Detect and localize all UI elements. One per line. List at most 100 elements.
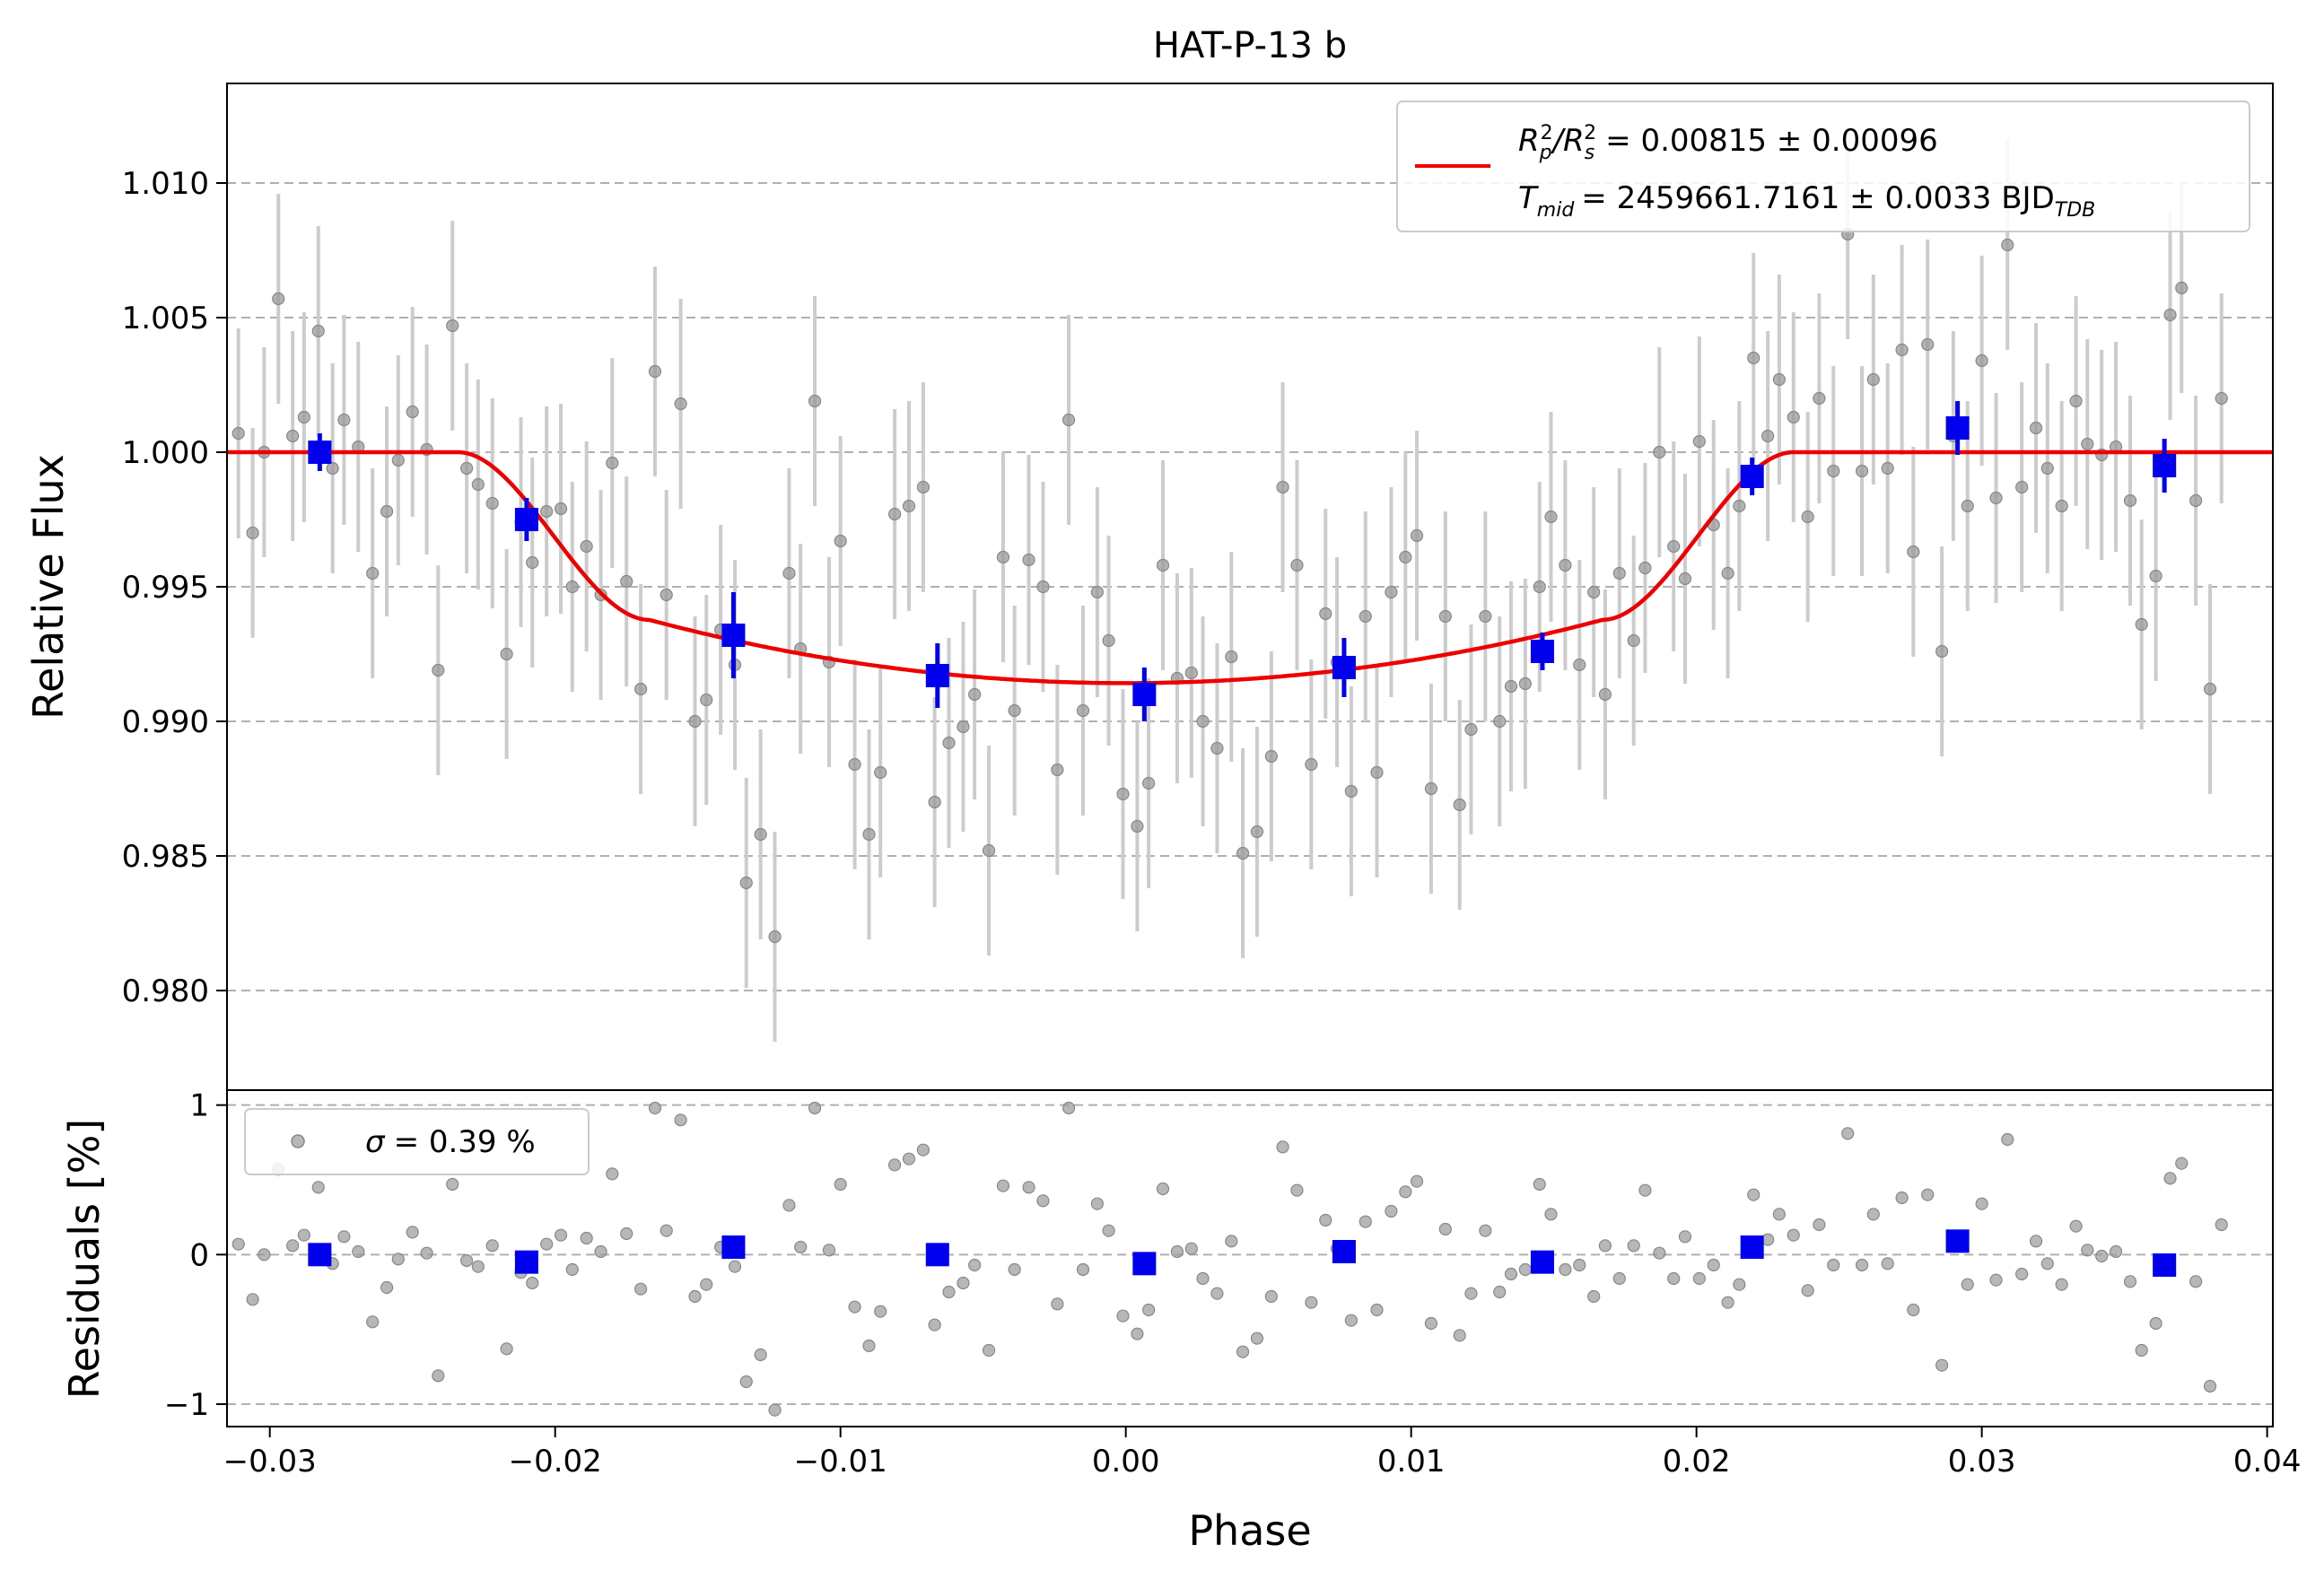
flux-raw-point bbox=[1184, 666, 1198, 680]
flux-raw-point bbox=[1464, 722, 1478, 737]
flux-y-tick-label: 0.985 bbox=[122, 839, 209, 875]
flux-raw-point bbox=[1131, 819, 1144, 834]
legend-rp-symbol: R bbox=[1518, 123, 1540, 159]
flux-raw-point bbox=[1479, 609, 1492, 624]
residuals-legend-box bbox=[244, 1108, 590, 1175]
residuals-raw-point bbox=[1370, 1303, 1384, 1317]
flux-raw-point bbox=[1747, 351, 1760, 365]
flux-raw-point bbox=[1264, 749, 1278, 764]
residuals-binned-point bbox=[1945, 1229, 1970, 1253]
flux-raw-point bbox=[2069, 394, 2083, 408]
residuals-raw-point bbox=[1559, 1262, 1572, 1277]
flux-y-tick-label: 0.990 bbox=[122, 704, 209, 740]
flux-binned-point bbox=[1740, 465, 1764, 488]
flux-raw-point bbox=[1787, 410, 1800, 424]
residuals-raw-point bbox=[1225, 1235, 1238, 1248]
chart-title: HAT-P-13 b bbox=[1153, 25, 1347, 66]
flux-raw-point bbox=[1975, 354, 1988, 368]
flux-raw-point bbox=[1453, 798, 1466, 812]
flux-y-tick-label: 0.980 bbox=[122, 973, 209, 1009]
flux-raw-point bbox=[1424, 781, 1438, 796]
residuals-raw-point bbox=[1424, 1316, 1438, 1331]
legend-t-symbol: T bbox=[1518, 180, 1539, 216]
residuals-raw-point bbox=[848, 1300, 861, 1314]
residuals-raw-point bbox=[2069, 1219, 2083, 1233]
flux-raw-point bbox=[406, 405, 419, 419]
residuals-raw-point bbox=[297, 1228, 310, 1242]
residuals-raw-point bbox=[446, 1177, 459, 1192]
residuals-raw-point bbox=[834, 1177, 847, 1192]
residuals-raw-point bbox=[1733, 1278, 1746, 1291]
flux-raw-point bbox=[1653, 445, 1666, 459]
flux-raw-point bbox=[700, 693, 713, 707]
x-axis-label: Phase bbox=[1188, 1506, 1311, 1555]
flux-raw-point bbox=[1142, 776, 1156, 790]
residuals-raw-point bbox=[808, 1101, 822, 1115]
residuals-raw-point bbox=[1290, 1183, 1304, 1197]
residuals-raw-point bbox=[2135, 1343, 2148, 1357]
residuals-raw-point bbox=[1866, 1208, 1880, 1221]
residuals-binned-point bbox=[308, 1243, 332, 1267]
residuals-binned-point bbox=[925, 1243, 949, 1267]
x-tick-label: 0.01 bbox=[1377, 1444, 1446, 1480]
flux-ylabel: Relative Flux bbox=[24, 454, 73, 720]
residuals-raw-point bbox=[337, 1230, 351, 1244]
residuals-raw-point bbox=[554, 1228, 568, 1242]
flux-raw-point bbox=[754, 827, 767, 842]
residuals-raw-point bbox=[1142, 1303, 1156, 1317]
residuals-raw-point bbox=[2149, 1316, 2162, 1331]
flux-raw-point bbox=[1305, 757, 1318, 772]
flux-raw-point bbox=[633, 682, 648, 696]
flux-raw-point bbox=[1276, 480, 1289, 494]
residuals-raw-point bbox=[1961, 1278, 1974, 1291]
sigma-symbol: σ bbox=[365, 1124, 386, 1160]
residuals-binned-point bbox=[721, 1235, 746, 1259]
flux-raw-point bbox=[996, 550, 1010, 564]
flux-raw-point bbox=[1090, 585, 1104, 599]
residuals-raw-point bbox=[1678, 1230, 1692, 1244]
residuals-raw-point bbox=[526, 1276, 539, 1290]
flux-raw-point bbox=[1438, 609, 1452, 624]
flux-raw-point bbox=[1076, 703, 1090, 718]
residuals-raw-point bbox=[794, 1240, 808, 1254]
flux-raw-point bbox=[2215, 391, 2228, 406]
flux-raw-point bbox=[1573, 658, 1586, 672]
flux-raw-point bbox=[2123, 493, 2137, 508]
residuals-y-tick-label: 1 bbox=[189, 1088, 209, 1124]
residuals-raw-point bbox=[2029, 1235, 2043, 1248]
residuals-raw-point bbox=[2001, 1132, 2014, 1147]
flux-raw-point bbox=[565, 580, 579, 594]
flux-raw-point bbox=[1493, 714, 1507, 729]
residuals-raw-point bbox=[648, 1101, 662, 1115]
residuals-gridlines bbox=[227, 1104, 2273, 1405]
flux-raw-point bbox=[1385, 585, 1398, 599]
legend-rp-sup: 2 bbox=[1541, 122, 1553, 144]
flux-raw-point bbox=[2001, 238, 2014, 252]
residuals-raw-point bbox=[1410, 1174, 1424, 1188]
residuals-raw-point bbox=[700, 1278, 713, 1291]
flux-raw-point bbox=[1627, 633, 1640, 648]
residuals-raw-point bbox=[580, 1231, 593, 1245]
flux-raw-point bbox=[606, 456, 619, 470]
residuals-raw-point bbox=[380, 1280, 394, 1295]
flux-binned-point bbox=[2153, 454, 2177, 477]
flux-raw-point bbox=[902, 499, 916, 513]
flux-raw-point bbox=[1225, 650, 1238, 664]
residuals-raw-point bbox=[1638, 1183, 1652, 1197]
residuals-binned-point bbox=[1740, 1235, 1764, 1259]
residuals-raw-point bbox=[688, 1289, 702, 1304]
residuals-raw-point bbox=[1036, 1194, 1050, 1208]
residuals-raw-point bbox=[2055, 1278, 2068, 1291]
sigma-value: = 0.39 % bbox=[394, 1124, 536, 1160]
flux-panel: 0.980 0.985 0.990 0.995 1.000 1.005 1.010 Rela… bbox=[24, 83, 2274, 1091]
flux-raw-point bbox=[1612, 566, 1626, 580]
flux-binned-point bbox=[721, 624, 746, 647]
residuals-raw-point bbox=[1721, 1296, 1734, 1309]
flux-raw-point bbox=[968, 687, 982, 702]
flux-raw-point bbox=[942, 736, 956, 750]
residuals-raw-point bbox=[1612, 1271, 1626, 1286]
flux-raw-point bbox=[1961, 499, 1974, 513]
residuals-raw-point bbox=[352, 1244, 365, 1259]
flux-raw-point bbox=[1935, 644, 1949, 659]
